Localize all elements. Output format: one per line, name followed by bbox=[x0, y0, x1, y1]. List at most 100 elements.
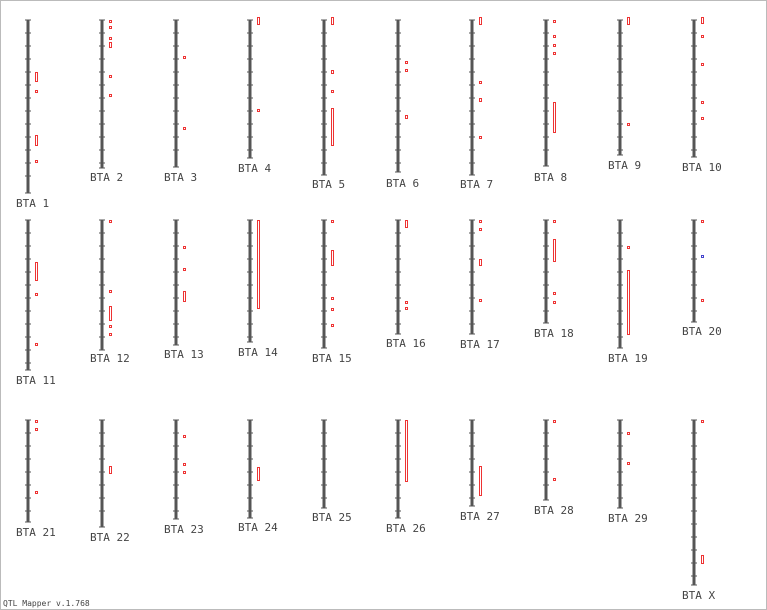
qtl bbox=[257, 220, 260, 309]
qtl bbox=[405, 115, 408, 119]
chromosome-label: BTA 26 bbox=[386, 522, 426, 535]
qtl bbox=[183, 127, 186, 130]
qtl bbox=[35, 90, 38, 93]
qtl bbox=[183, 268, 186, 271]
qtl bbox=[35, 428, 38, 431]
chromosome-label: BTA 22 bbox=[90, 531, 130, 544]
chromosome-label: BTA X bbox=[682, 589, 715, 602]
qtl bbox=[627, 270, 630, 335]
qtl bbox=[331, 297, 334, 300]
qtl bbox=[35, 293, 38, 296]
qtl bbox=[257, 17, 260, 25]
qtl bbox=[109, 42, 112, 48]
qtl bbox=[553, 301, 556, 304]
chromosome-label: BTA 2 bbox=[90, 171, 123, 184]
qtl bbox=[701, 555, 704, 564]
qtl bbox=[331, 250, 334, 266]
qtl bbox=[35, 160, 38, 163]
chromosome-label: BTA 23 bbox=[164, 523, 204, 536]
qtl bbox=[109, 37, 112, 40]
chromosome-label: BTA 25 bbox=[312, 511, 352, 524]
qtl bbox=[331, 17, 334, 25]
qtl bbox=[701, 35, 704, 38]
qtl bbox=[109, 466, 112, 474]
chromosome-label: BTA 28 bbox=[534, 504, 574, 517]
chromosome-label: BTA 7 bbox=[460, 178, 493, 191]
qtl bbox=[183, 471, 186, 474]
chromosome-label: BTA 9 bbox=[608, 159, 641, 172]
qtl bbox=[479, 98, 482, 102]
qtl bbox=[627, 17, 630, 25]
qtl bbox=[701, 17, 704, 24]
qtl bbox=[331, 324, 334, 327]
chromosome-label: BTA 24 bbox=[238, 521, 278, 534]
chromosome-label: BTA 14 bbox=[238, 346, 278, 359]
qtl bbox=[627, 123, 630, 126]
qtl bbox=[479, 299, 482, 302]
qtl bbox=[479, 220, 482, 223]
qtl bbox=[109, 325, 112, 328]
chromosome-label: BTA 4 bbox=[238, 162, 271, 175]
qtl bbox=[257, 109, 260, 112]
chromosome-label: BTA 8 bbox=[534, 171, 567, 184]
chromosome-label: BTA 29 bbox=[608, 512, 648, 525]
qtl bbox=[553, 102, 556, 133]
footer: QTL Mapper v.1.768 bbox=[3, 599, 90, 608]
qtl bbox=[553, 52, 556, 55]
qtl bbox=[331, 308, 334, 311]
qtl bbox=[701, 255, 704, 258]
qtl bbox=[405, 420, 408, 482]
qtl bbox=[701, 101, 704, 104]
qtl bbox=[109, 26, 112, 29]
qtl bbox=[405, 220, 408, 228]
qtl bbox=[109, 220, 112, 223]
qtl bbox=[183, 56, 186, 59]
qtl bbox=[553, 20, 556, 23]
qtl bbox=[553, 478, 556, 481]
qtl bbox=[479, 81, 482, 84]
qtl bbox=[183, 435, 186, 438]
chromosome-label: BTA 20 bbox=[682, 325, 722, 338]
qtl bbox=[479, 136, 482, 139]
qtl bbox=[627, 462, 630, 465]
qtl bbox=[405, 69, 408, 72]
qtl bbox=[331, 108, 334, 146]
chromosome-label: BTA 1 bbox=[16, 197, 49, 210]
qtl bbox=[109, 75, 112, 78]
qtl bbox=[627, 432, 630, 435]
qtl bbox=[553, 420, 556, 423]
qtl bbox=[479, 228, 482, 231]
qtl bbox=[331, 220, 334, 223]
qtl bbox=[35, 420, 38, 423]
qtl bbox=[183, 463, 186, 466]
qtl bbox=[701, 299, 704, 302]
qtl bbox=[35, 262, 38, 281]
qtl bbox=[553, 35, 556, 38]
qtl bbox=[553, 220, 556, 223]
qtl bbox=[627, 246, 630, 249]
qtl bbox=[701, 117, 704, 120]
chromosome-label: BTA 3 bbox=[164, 171, 197, 184]
qtl bbox=[553, 239, 556, 262]
qtl bbox=[701, 220, 704, 223]
qtl bbox=[109, 306, 112, 321]
qtl bbox=[479, 466, 482, 496]
qtl bbox=[257, 467, 260, 481]
qtl bbox=[405, 61, 408, 64]
qtl bbox=[701, 63, 704, 66]
qtl bbox=[35, 491, 38, 494]
chromosome-label: BTA 19 bbox=[608, 352, 648, 365]
qtl bbox=[183, 246, 186, 249]
chromosome-label: BTA 5 bbox=[312, 178, 345, 191]
chromosome-label: BTA 13 bbox=[164, 348, 204, 361]
qtl bbox=[553, 44, 556, 47]
qtl bbox=[331, 70, 334, 74]
chromosome-label: BTA 11 bbox=[16, 374, 56, 387]
qtl bbox=[109, 290, 112, 293]
chromosome-label: BTA 10 bbox=[682, 161, 722, 174]
qtl bbox=[701, 420, 704, 423]
qtl bbox=[405, 301, 408, 304]
chromosome-label: BTA 12 bbox=[90, 352, 130, 365]
